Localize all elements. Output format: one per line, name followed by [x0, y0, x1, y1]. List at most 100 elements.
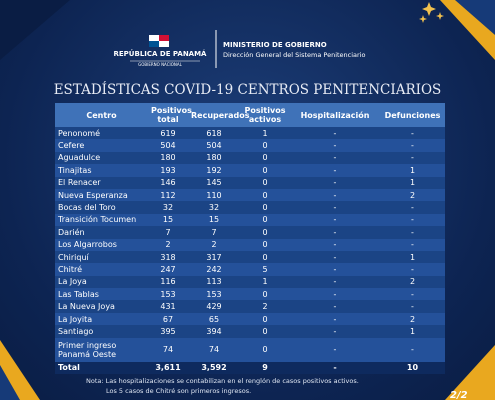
- table-cell: -: [333, 141, 337, 151]
- table-cell: -: [333, 215, 337, 225]
- table-cell: 146: [160, 178, 176, 188]
- table-cell: -: [411, 215, 414, 225]
- table-cell: 7: [165, 227, 171, 237]
- table-row: La Joyita 67 65 0 - 2: [55, 312, 445, 326]
- table-row: Chiriquí 318 317 0 - 1: [55, 250, 445, 264]
- table-cell: 0: [262, 178, 268, 188]
- table-cell: 394: [206, 326, 222, 336]
- table-cell: 317: [206, 252, 222, 262]
- table-cell: 15: [208, 215, 220, 225]
- table-cell: -: [333, 363, 337, 373]
- table-cell: 67: [162, 314, 174, 324]
- table-cell: Total: [58, 363, 80, 373]
- table-cell: 2: [211, 240, 217, 250]
- table-cell: 1: [409, 252, 416, 262]
- note: Nota: Las hospitalizaciones se contabili…: [86, 377, 359, 385]
- table-cell: 153: [160, 289, 176, 299]
- table-cell: Cefere: [58, 141, 85, 151]
- table-cell: 32: [162, 203, 174, 213]
- note: Los 5 casos de Chitré son primeros ingre…: [106, 387, 252, 395]
- table-row: Transición Tocumen 15 15 0 - -: [55, 213, 445, 227]
- table-cell: El Renacer: [58, 178, 101, 188]
- table-cell: 65: [208, 314, 220, 324]
- table-cell: 0: [262, 153, 268, 163]
- table-cell: -: [333, 203, 337, 213]
- government: GOBIERNO NACIONAL: [138, 62, 182, 67]
- table-row: Nueva Esperanza 112 110 0 - 2: [55, 188, 445, 202]
- table-row: Bocas del Toro 32 32 0 - -: [55, 201, 445, 214]
- table-row: El Renacer 146 145 0 - 1: [55, 176, 445, 189]
- table-cell: 5: [262, 264, 268, 274]
- table-cell: Positivos total: [151, 106, 192, 124]
- table-cell: 0: [262, 190, 268, 200]
- table-cell: 619: [160, 128, 176, 138]
- table-cell: 3,611: [155, 363, 181, 373]
- table-cell: 74: [208, 345, 220, 355]
- table-cell: Centro: [86, 110, 117, 120]
- table-cell: -: [333, 128, 337, 138]
- table-row: Tinajitas 193 192 0 - 1: [55, 164, 445, 177]
- table-cell: La Joya: [58, 277, 87, 287]
- table-cell: -: [333, 264, 337, 274]
- table-cell: -: [411, 153, 414, 163]
- table-cell: -: [333, 227, 337, 237]
- table-cell: Chiriquí: [58, 252, 89, 262]
- table-cell: 504: [206, 141, 222, 151]
- table-cell: 145: [206, 178, 222, 188]
- table-cell: 242: [206, 264, 222, 274]
- table-cell: Santiago: [58, 326, 94, 336]
- table-row: Santiago 395 394 0 - 1: [55, 325, 445, 338]
- table-cell: 193: [160, 165, 176, 175]
- table-row: Total 3,611 3,592 9 - 10: [55, 361, 445, 374]
- table-cell: 113: [206, 277, 222, 287]
- table-cell: -: [333, 326, 337, 336]
- table-cell: -: [333, 277, 337, 287]
- table-cell: 395: [160, 326, 176, 336]
- table-cell: Aguadulce: [58, 153, 101, 163]
- table-cell: 1: [262, 128, 268, 138]
- table-row: La Joya 116 113 1 - 2: [55, 275, 445, 289]
- table-cell: 2: [409, 190, 416, 200]
- table-cell: Transición Tocumen: [58, 215, 137, 225]
- table-cell: 431: [160, 302, 176, 312]
- table-cell: 504: [160, 141, 176, 151]
- table-cell: 0: [262, 203, 268, 213]
- table-cell: 74: [162, 345, 174, 355]
- table-cell: Penonomé: [58, 128, 101, 138]
- table-cell: 0: [262, 165, 268, 175]
- page-number: 2/2: [450, 390, 468, 400]
- table-row: Cefere 504 504 0 - -: [55, 139, 445, 152]
- table-cell: Las Tablas: [58, 289, 99, 299]
- table-cell: 0: [262, 289, 268, 299]
- table-cell: 0: [262, 345, 268, 355]
- table-cell: 0: [262, 314, 268, 324]
- table-row: La Nueva Joya 431 429 2 - -: [55, 300, 445, 313]
- title: ESTADÍSTICAS COVID-19 CENTROS PENITENCIA…: [53, 82, 442, 98]
- table-row: Primer ingreso Panamá Oeste 74 74 0 - -: [55, 337, 445, 362]
- table-cell: 110: [206, 190, 222, 200]
- table-cell: -: [411, 203, 414, 213]
- table-cell: Primer ingreso Panamá Oeste: [58, 340, 117, 359]
- table-cell: 1: [262, 277, 268, 287]
- table-cell: 0: [262, 252, 268, 262]
- table-cell: 7: [211, 227, 217, 237]
- table-cell: 0: [262, 215, 268, 225]
- table-cell: 180: [160, 153, 176, 163]
- table-cell: -: [333, 252, 337, 262]
- table-cell: 1: [409, 178, 416, 188]
- table-cell: Tinajitas: [58, 165, 92, 175]
- table-cell: 116: [160, 277, 176, 287]
- table-cell: 112: [160, 190, 176, 200]
- table-cell: -: [333, 345, 337, 355]
- table-cell: -: [411, 289, 414, 299]
- table-row: Chitré 247 242 5 - -: [55, 263, 445, 276]
- table-cell: -: [411, 141, 414, 151]
- table-cell: 618: [206, 128, 222, 138]
- country: REPÚBLICA DE PANAMÁ: [113, 50, 207, 58]
- table-cell: -: [411, 128, 414, 138]
- table-cell: -: [411, 227, 414, 237]
- table-cell: Los Algarrobos: [58, 240, 117, 250]
- table-cell: Recuperados: [191, 110, 250, 120]
- table-row: Las Tablas 153 153 0 - -: [55, 288, 445, 301]
